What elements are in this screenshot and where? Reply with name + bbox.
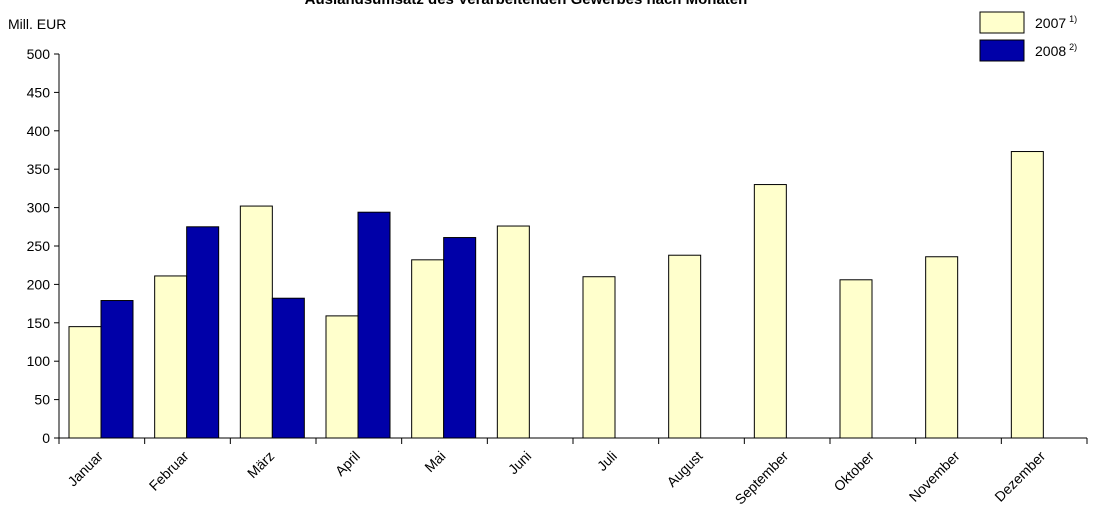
y-tick-label: 400: [27, 123, 51, 139]
bar-2007-Dezember: [1010, 151, 1044, 439]
legend-series-name-2008: 2008: [1035, 43, 1066, 59]
x-tick-label: Februar: [146, 448, 192, 494]
bars: [68, 151, 1044, 439]
x-tick-label: November: [906, 448, 963, 505]
bar-2007-Januar: [68, 326, 102, 439]
y-tick-label: 250: [27, 238, 51, 254]
y-tick-label: 100: [27, 353, 51, 369]
bar-2007-Oktober: [839, 279, 873, 439]
bar-2008-Februar: [186, 226, 220, 439]
legend-label-2008: 2008 2): [1035, 42, 1077, 59]
legend-label-2007: 2007 1): [1035, 14, 1077, 31]
bar-2008-April: [357, 211, 391, 439]
bar-2008-Mai: [443, 237, 477, 439]
bar-2007-März: [239, 205, 273, 439]
legend-note-2008: 2): [1069, 42, 1077, 52]
x-tick-label: September: [732, 448, 792, 508]
bar-2007-Mai: [411, 259, 445, 439]
y-tick-label: 350: [27, 161, 51, 177]
legend-series-name-2007: 2007: [1035, 15, 1066, 31]
y-axis-unit: Mill. EUR: [8, 16, 66, 32]
x-axis: Januar Februar März April Mai Juni Juli August S…: [58, 437, 1088, 508]
legend-swatch-2008: [979, 39, 1025, 62]
x-tick-label: August: [663, 448, 705, 490]
bar-2007-August: [668, 254, 702, 439]
y-tick-label: 450: [27, 84, 51, 100]
legend-swatch-2007: [979, 11, 1025, 34]
x-tick-label: Juli: [594, 448, 620, 474]
bar-2007-Juni: [496, 225, 530, 439]
bar-2007-September: [753, 184, 787, 439]
y-tick-label: 0: [42, 430, 50, 446]
chart-title: Auslandsumsatz des Verarbeitenden Gewerb…: [305, 0, 748, 8]
bar-2008-März: [271, 297, 305, 439]
bar-2007-Februar: [154, 275, 188, 439]
x-tick-label: Dezember: [991, 448, 1048, 505]
x-tick-label: Januar: [64, 448, 106, 490]
x-tick-label: Mai: [421, 448, 448, 475]
y-tick-label: 500: [27, 46, 51, 62]
y-tick-label: 50: [34, 392, 50, 408]
x-tick-label: Oktober: [830, 448, 877, 495]
bar-2007-Juli: [582, 276, 616, 439]
bar-2007-April: [325, 315, 359, 439]
x-tick-label: Juni: [505, 448, 534, 477]
bar-2008-Januar: [100, 300, 134, 439]
y-axis: 0 50 100 150 200 250 300 350 400 450 500: [27, 46, 60, 446]
y-tick-label: 200: [27, 276, 51, 292]
legend-note-2007: 1): [1069, 14, 1077, 24]
legend: 2007 1) 2008 2): [979, 11, 1077, 62]
bar-2007-November: [925, 256, 959, 439]
y-tick-label: 150: [27, 315, 51, 331]
x-tick-label: März: [244, 448, 277, 481]
y-tick-label: 300: [27, 200, 51, 216]
x-tick-label: April: [332, 448, 363, 479]
